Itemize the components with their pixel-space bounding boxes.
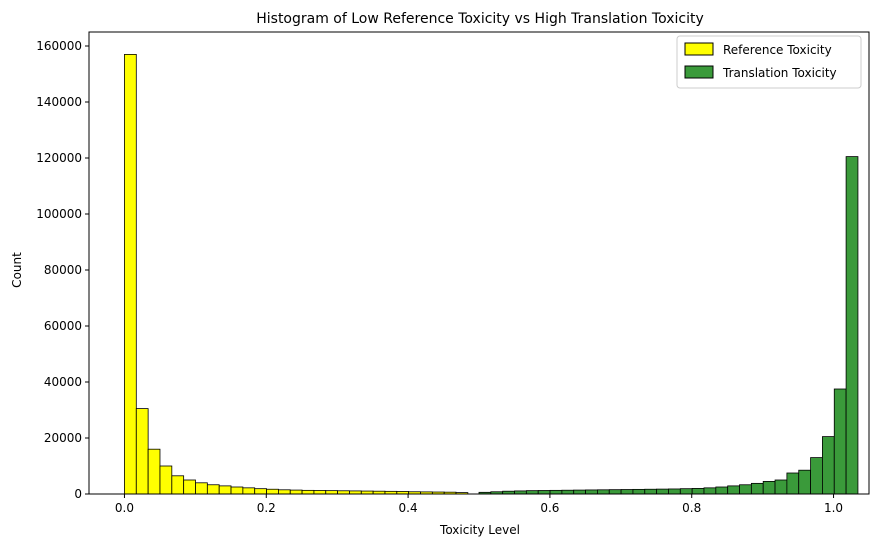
histogram-bar-reference — [159, 465, 173, 495]
histogram-bar-translation — [597, 489, 610, 495]
x-tick-label: 0.8 — [682, 501, 701, 515]
histogram-bar-translation — [620, 489, 634, 495]
histogram-bar-reference — [171, 475, 185, 495]
histogram-bar-translation — [549, 489, 563, 495]
legend-label-translation: Translation Toxicity — [722, 66, 837, 80]
histogram-bar-translation — [774, 479, 788, 495]
histogram-bar-translation — [715, 486, 729, 495]
y-tick-label: 160000 — [36, 39, 82, 53]
y-tick-label: 140000 — [36, 95, 82, 109]
histogram-bar-translation — [668, 488, 681, 495]
histogram-bar-reference — [124, 54, 137, 495]
x-axis-label: Toxicity Level — [439, 523, 520, 537]
histogram-bar-reference — [183, 479, 196, 495]
histogram-bar-translation — [561, 489, 575, 495]
histogram-bar-reference — [218, 485, 232, 495]
histogram-bar-translation — [727, 485, 740, 495]
x-tick-label: 1.0 — [824, 501, 843, 515]
legend-swatch-reference — [684, 42, 714, 56]
legend: Reference Toxicity Translation Toxicity — [676, 35, 862, 89]
histogram-bar-translation — [691, 487, 705, 495]
histogram-bar-translation — [632, 488, 646, 495]
histogram-bar-translation — [525, 490, 539, 495]
y-tick-label: 100000 — [36, 207, 82, 221]
histogram-bar-translation — [762, 480, 776, 495]
histogram-bar-reference — [147, 448, 161, 495]
histogram-bar-reference — [206, 484, 220, 495]
histogram-bar-translation — [750, 482, 764, 495]
histogram-bar-reference — [325, 490, 339, 495]
legend-frame — [676, 35, 862, 89]
histogram-bar-reference — [242, 487, 256, 495]
y-tick-label: 60000 — [44, 319, 82, 333]
chart-title: Histogram of Low Reference Toxicity vs H… — [256, 11, 704, 27]
histogram-bar-translation — [833, 388, 847, 495]
legend-swatch-translation — [684, 65, 714, 79]
translation-bars — [478, 156, 859, 495]
histogram-bar-translation — [798, 469, 811, 495]
histogram-bar-translation — [608, 489, 622, 495]
histogram-bar-translation — [585, 489, 598, 495]
histogram-bar-reference — [266, 488, 279, 495]
histogram-bar-translation — [679, 488, 693, 495]
histogram-bar-reference — [301, 489, 315, 495]
histogram-bar-translation — [703, 487, 717, 495]
x-tick-label: 0.2 — [257, 501, 276, 515]
x-tick-label: 0.0 — [115, 501, 134, 515]
histogram-bar-translation — [573, 489, 586, 495]
x-tick-label: 0.6 — [540, 501, 559, 515]
y-tick-label: 0 — [74, 487, 82, 501]
y-tick-label: 120000 — [36, 151, 82, 165]
y-tick-label: 40000 — [44, 375, 82, 389]
histogram-bar-reference — [230, 486, 244, 495]
histogram-bar-translation — [786, 472, 800, 495]
histogram-bar-reference — [277, 489, 291, 495]
plot-frame — [88, 31, 870, 495]
histogram-bar-translation — [537, 490, 551, 495]
y-tick-label: 80000 — [44, 263, 82, 277]
histogram-bar-translation — [845, 156, 859, 495]
histogram-bar-translation — [656, 488, 669, 495]
histogram-bar-reference — [289, 489, 303, 495]
y-axis-label: Count — [10, 252, 24, 288]
histogram-bar-translation — [822, 436, 835, 495]
histogram-bar-reference — [313, 490, 327, 495]
histogram-bar-reference — [254, 488, 267, 495]
histogram-bar-reference — [195, 482, 208, 495]
x-axis-ticks: 0.0 0.2 0.4 0.6 0.8 1.0 — [115, 494, 843, 515]
histogram-bar-translation — [810, 457, 823, 495]
y-tick-label: 20000 — [44, 431, 82, 445]
histogram-bar-translation — [739, 484, 752, 495]
reference-bars — [124, 54, 469, 495]
histogram-bar-reference — [135, 408, 149, 495]
y-axis-ticks: 0 20000 40000 60000 80000 100000 120000 140000 1… — [36, 39, 89, 501]
legend-label-reference: Reference Toxicity — [723, 43, 832, 57]
histogram-bar-translation — [644, 488, 658, 495]
x-tick-label: 0.4 — [399, 501, 418, 515]
